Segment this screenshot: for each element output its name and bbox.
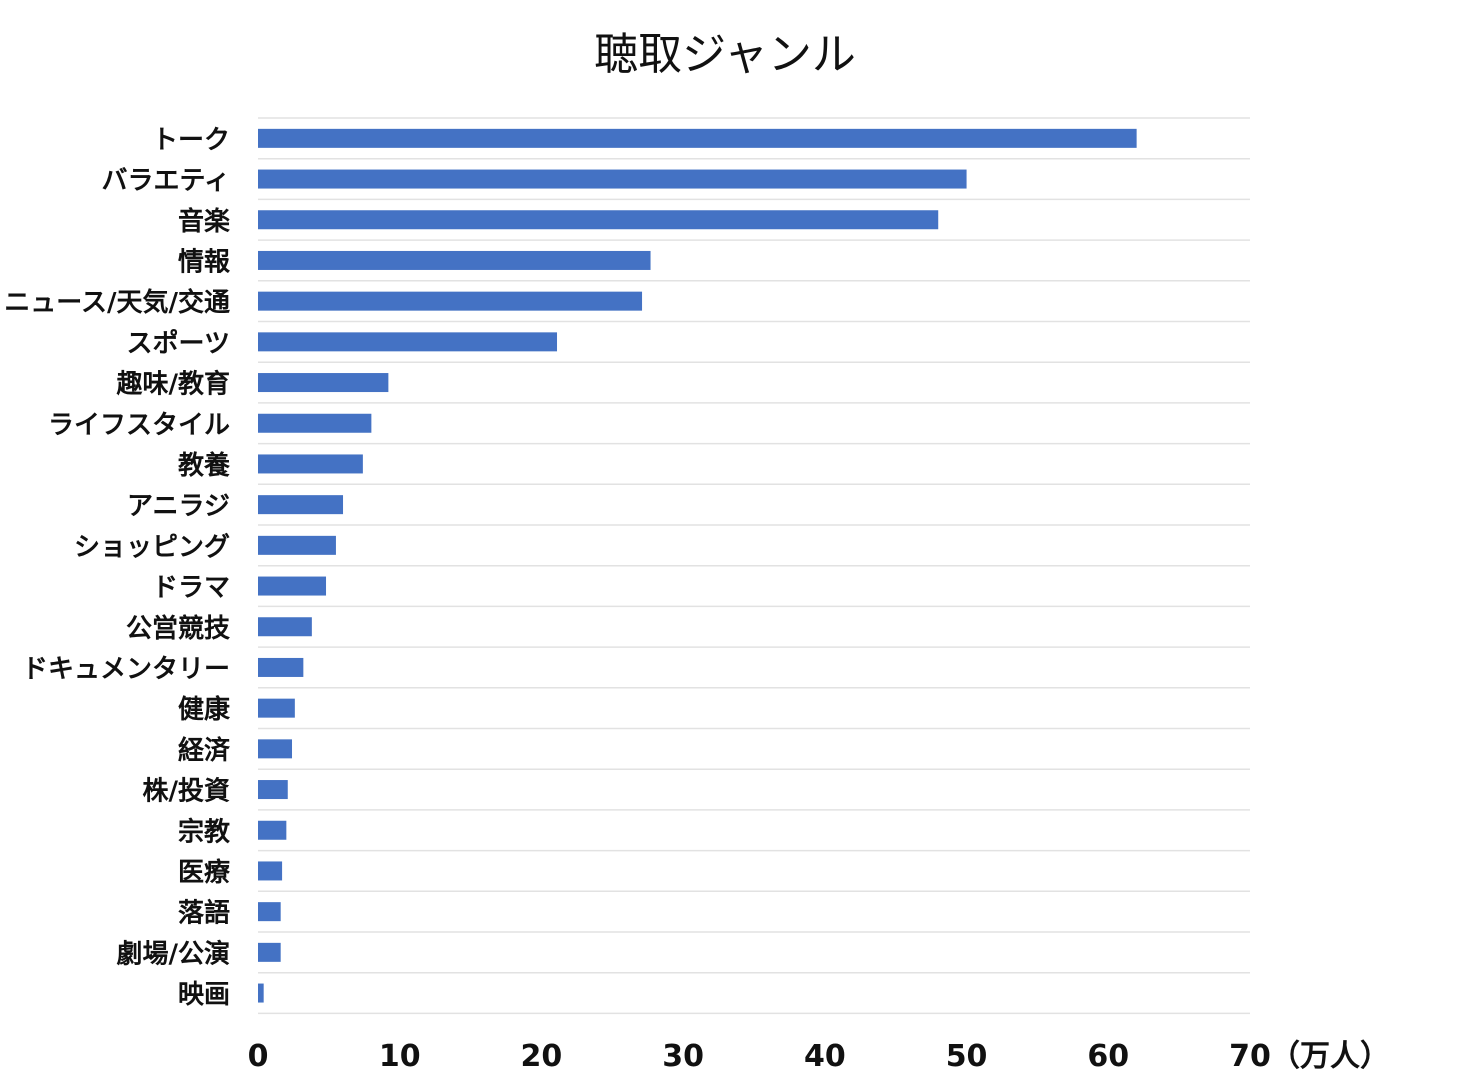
category-label-layer: トークバラエティ音楽情報ニュース/天気/交通スポーツ趣味/教育ライフスタイル教養…: [4, 125, 231, 1010]
bar: [258, 250, 651, 270]
category-label: 趣味/教育: [116, 369, 231, 400]
x-tick-label: 40: [804, 1039, 846, 1074]
x-tick-label: 0: [248, 1039, 269, 1074]
category-label: 株/投資: [143, 777, 231, 807]
chart-title: 聴取ジャンル: [594, 29, 856, 80]
bar: [258, 780, 288, 800]
x-tick-label: 60: [1087, 1039, 1129, 1074]
category-label: トーク: [152, 125, 230, 155]
category-label: 映画: [178, 980, 230, 1010]
bar: [258, 698, 295, 718]
x-axis-unit: （万人）: [1270, 1039, 1390, 1074]
category-label: スポーツ: [127, 328, 230, 359]
category-label: 音楽: [178, 206, 231, 237]
category-label: ドラマ: [152, 573, 230, 603]
x-axis: 0 10 20 30 40 50 60 70 （万人）: [248, 1039, 1390, 1074]
grid-layer: [258, 117, 1250, 1015]
x-tick-label: 10: [379, 1039, 421, 1074]
bar: [258, 820, 287, 840]
category-label: ドキュメンタリー: [22, 654, 230, 684]
x-tick-label: 30: [662, 1039, 704, 1074]
bar: [258, 454, 363, 474]
category-label: ライフスタイル: [48, 410, 230, 440]
bar: [258, 861, 283, 881]
bar: [258, 739, 293, 759]
x-tick-label: 50: [946, 1039, 988, 1074]
x-tick-label: 20: [521, 1039, 563, 1074]
category-label: 医療: [178, 858, 231, 888]
bar: [258, 576, 327, 596]
category-label: ショッピング: [74, 532, 230, 562]
category-label: 落語: [178, 898, 230, 929]
category-label: ニュース/天気/交通: [4, 287, 230, 318]
bar: [258, 657, 304, 677]
bar-layer: [258, 128, 1137, 1003]
category-label: 教養: [178, 451, 231, 481]
bar: [258, 942, 281, 962]
bar: [258, 902, 281, 922]
bar: [258, 495, 344, 515]
category-label: バラエティ: [102, 166, 230, 196]
category-label: 宗教: [178, 816, 230, 847]
bar: [258, 210, 939, 230]
category-label: 劇場/公演: [117, 938, 231, 969]
bar: [258, 169, 967, 189]
category-label: 健康: [178, 694, 231, 725]
category-label: 公営競技: [126, 613, 230, 644]
bar: [258, 983, 264, 1003]
bar: [258, 291, 643, 311]
bar: [258, 535, 336, 555]
x-tick-label: 70: [1229, 1039, 1271, 1074]
bar: [258, 413, 372, 433]
bar: [258, 373, 389, 393]
bar: [258, 332, 558, 352]
category-label: アニラジ: [127, 492, 230, 522]
bar: [258, 128, 1137, 148]
bar: [258, 617, 312, 637]
category-label: 経済: [178, 735, 231, 766]
category-label: 情報: [178, 247, 231, 277]
